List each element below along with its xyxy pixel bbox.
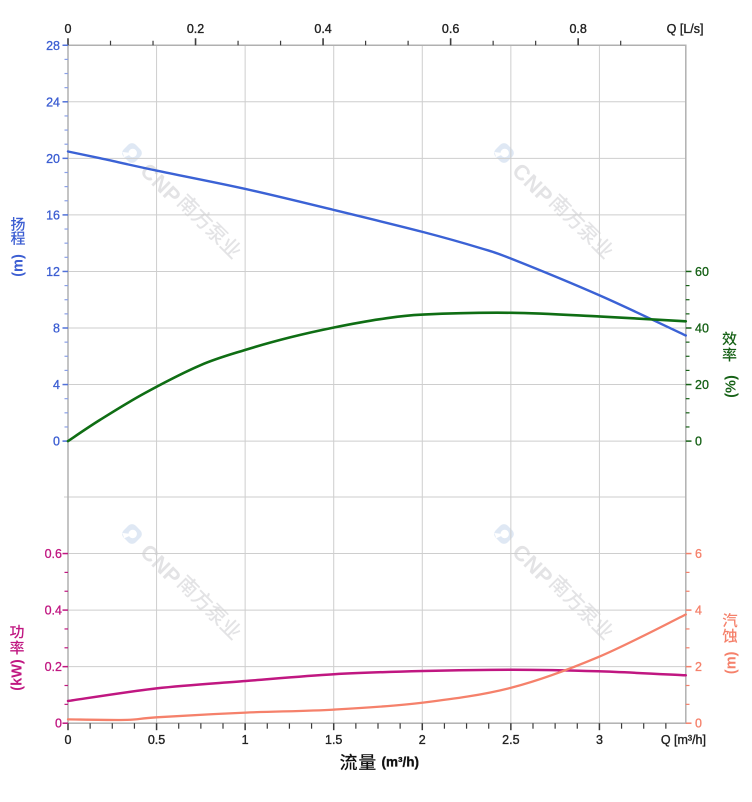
svg-text:0.5: 0.5: [148, 733, 165, 747]
svg-text:0: 0: [53, 435, 60, 449]
svg-text:0.6: 0.6: [45, 547, 62, 561]
svg-text:6: 6: [695, 547, 702, 561]
svg-text:2: 2: [419, 733, 426, 747]
svg-text:0.8: 0.8: [569, 22, 586, 36]
svg-text:(m³/h): (m³/h): [382, 755, 420, 770]
svg-text:1.5: 1.5: [325, 733, 342, 747]
svg-text:0: 0: [695, 717, 702, 731]
svg-text:24: 24: [46, 95, 60, 109]
svg-text:(%): (%): [724, 375, 740, 398]
svg-text:20: 20: [46, 152, 60, 166]
svg-text:0: 0: [65, 22, 72, 36]
svg-text:2.5: 2.5: [502, 733, 519, 747]
svg-text:2: 2: [695, 660, 702, 674]
svg-text:20: 20: [695, 378, 709, 392]
svg-text:12: 12: [46, 265, 60, 279]
svg-text:0.2: 0.2: [187, 22, 204, 36]
svg-text:40: 40: [695, 322, 709, 336]
svg-text:(kW): (kW): [10, 659, 26, 691]
svg-text:0: 0: [695, 435, 702, 449]
svg-text:4: 4: [695, 604, 702, 618]
svg-text:Q [m³/h]: Q [m³/h]: [661, 733, 706, 747]
svg-text:0.4: 0.4: [314, 22, 331, 36]
svg-text:0: 0: [55, 717, 62, 731]
svg-text:8: 8: [53, 322, 60, 336]
svg-text:16: 16: [46, 208, 60, 222]
svg-text:0.4: 0.4: [45, 604, 62, 618]
svg-text:1: 1: [242, 733, 249, 747]
svg-text:28: 28: [46, 39, 60, 53]
svg-text:0.2: 0.2: [45, 660, 62, 674]
svg-text:(m): (m): [724, 651, 740, 674]
svg-text:Q [L/s]: Q [L/s]: [667, 22, 704, 36]
svg-text:60: 60: [695, 265, 709, 279]
svg-text:3: 3: [596, 733, 603, 747]
svg-text:(m): (m): [11, 254, 27, 277]
svg-text:0.6: 0.6: [442, 22, 459, 36]
svg-text:0: 0: [65, 733, 72, 747]
svg-text:4: 4: [53, 378, 60, 392]
